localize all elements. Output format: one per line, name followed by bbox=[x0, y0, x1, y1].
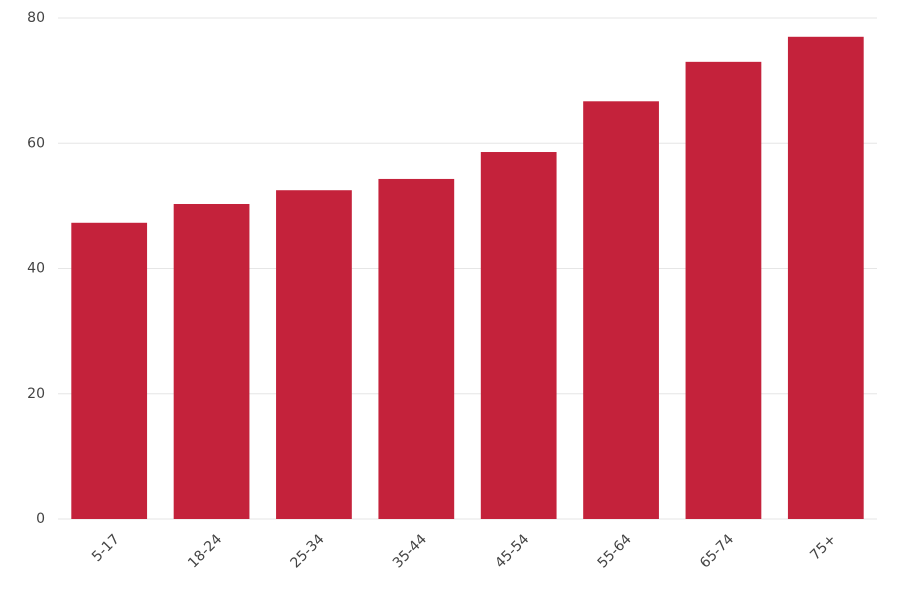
y-tick-label: 20 bbox=[27, 386, 45, 402]
bar bbox=[71, 222, 148, 519]
x-tick-label: 55-64 bbox=[595, 531, 635, 571]
y-tick-label: 80 bbox=[27, 10, 45, 26]
bar bbox=[378, 178, 455, 520]
x-tick-label: 65-74 bbox=[697, 531, 737, 571]
bar bbox=[583, 101, 659, 519]
bar bbox=[276, 190, 352, 519]
bar bbox=[480, 152, 557, 519]
bar bbox=[173, 203, 250, 519]
y-tick-label: 40 bbox=[27, 261, 45, 277]
x-tick-label: 18-24 bbox=[185, 531, 225, 571]
bar bbox=[787, 36, 864, 519]
y-tick-label: 60 bbox=[27, 135, 45, 151]
bar bbox=[685, 61, 762, 520]
x-tick-label: 45-54 bbox=[492, 531, 532, 571]
x-tick-label: 75+ bbox=[807, 531, 839, 563]
x-tick-label: 25-34 bbox=[288, 531, 328, 571]
x-tick-label: 35-44 bbox=[390, 531, 430, 571]
y-tick-label: 0 bbox=[36, 511, 45, 527]
x-tick-label: 5-17 bbox=[89, 531, 123, 565]
